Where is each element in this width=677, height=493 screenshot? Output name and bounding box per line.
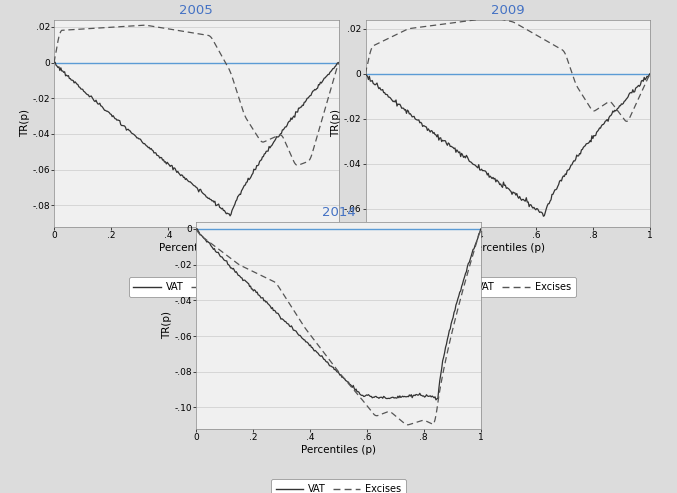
Title: 2009: 2009 — [491, 4, 525, 17]
X-axis label: Percentiles (p): Percentiles (p) — [301, 445, 376, 455]
Y-axis label: TR(p): TR(p) — [331, 109, 341, 137]
Legend: VAT, Excises: VAT, Excises — [129, 277, 264, 297]
X-axis label: Percentiles (p): Percentiles (p) — [159, 243, 234, 253]
Legend: VAT, Excises: VAT, Excises — [440, 277, 575, 297]
Title: 2014: 2014 — [322, 206, 355, 219]
Y-axis label: TR(p): TR(p) — [162, 312, 172, 339]
X-axis label: Percentiles (p): Percentiles (p) — [471, 243, 545, 253]
Y-axis label: TR(p): TR(p) — [20, 109, 30, 137]
Legend: VAT, Excises: VAT, Excises — [271, 479, 406, 493]
Title: 2005: 2005 — [179, 4, 213, 17]
